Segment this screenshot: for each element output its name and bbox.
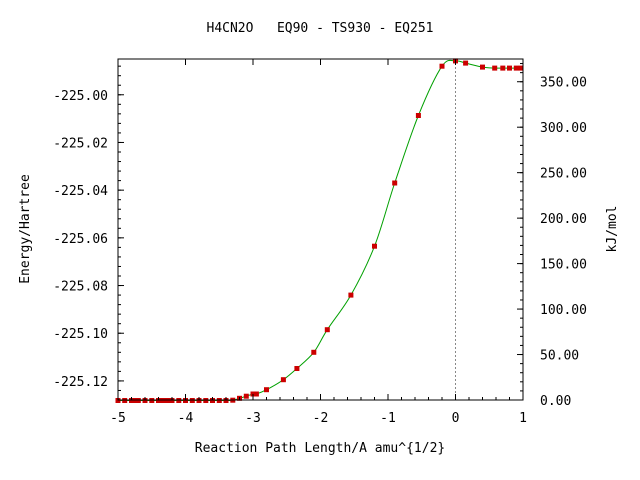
y2-tick-label: 50.00 — [540, 349, 579, 364]
ticks-layer — [117, 59, 524, 401]
y-tick-label: -225.12 — [53, 375, 108, 390]
y2-tick-label: 100.00 — [540, 303, 587, 318]
data-point — [480, 64, 485, 70]
y-tick-label: -225.02 — [53, 136, 108, 151]
energy-curve-layer — [117, 59, 521, 402]
y-tick-labels: -225.00 -225.02 -225.04 -225.06 -225.08 -225.… — [53, 89, 108, 390]
data-point — [507, 65, 512, 71]
y-tick-label: -225.06 — [53, 232, 108, 247]
data-point — [324, 327, 330, 333]
y2-tick-label: 350.00 — [540, 76, 587, 91]
y2-tick-label: 300.00 — [540, 121, 587, 136]
data-point — [243, 393, 249, 399]
y2-tick-labels: 0.00 50.00 100.00 150.00 200.00 250.00 300.00 3… — [540, 76, 587, 409]
x-tick-label: -1 — [380, 411, 396, 426]
data-point — [518, 65, 524, 71]
data-point — [513, 65, 519, 71]
data-point — [280, 377, 286, 383]
data-point — [253, 391, 259, 397]
data-point — [372, 243, 377, 249]
x-tick-labels: -5 -4 -3 -2 -1 0 1 — [110, 411, 527, 426]
y2-tick-label: 150.00 — [540, 258, 587, 273]
y2-tick-label: 0.00 — [540, 394, 571, 409]
data-point — [264, 387, 269, 393]
data-point — [392, 180, 398, 186]
x-tick-label: -3 — [245, 411, 261, 426]
chart-title: H4CN2O EQ90 - TS930 - EQ251 — [207, 21, 434, 36]
data-point — [294, 366, 300, 371]
data-point — [439, 63, 445, 69]
y-tick-label: -225.10 — [53, 327, 108, 342]
x-tick-label: 1 — [519, 411, 527, 426]
y-axis-label: Energy/Hartree — [18, 174, 33, 284]
data-point — [311, 349, 317, 355]
data-point — [415, 113, 421, 118]
x-tick-label: -5 — [110, 411, 126, 426]
data-points-layer — [115, 58, 524, 403]
data-point — [348, 292, 354, 298]
y2-tick-label: 200.00 — [540, 212, 587, 227]
x-tick-label: -2 — [313, 411, 329, 426]
plot-frame — [117, 58, 524, 401]
y-tick-label: -225.08 — [53, 280, 108, 295]
y-tick-label: -225.00 — [53, 89, 108, 104]
y2-tick-label: 250.00 — [540, 167, 587, 182]
y-tick-label: -225.04 — [53, 184, 108, 199]
energy-curve — [117, 59, 521, 402]
data-point — [500, 65, 506, 71]
data-point — [492, 65, 498, 71]
x-tick-label: 0 — [452, 411, 460, 426]
x-axis-label: Reaction Path Length/A amu^{1/2} — [195, 441, 445, 456]
y2-axis-label: kJ/mol — [605, 206, 620, 253]
data-point — [463, 60, 469, 66]
x-tick-label: -4 — [178, 411, 194, 426]
